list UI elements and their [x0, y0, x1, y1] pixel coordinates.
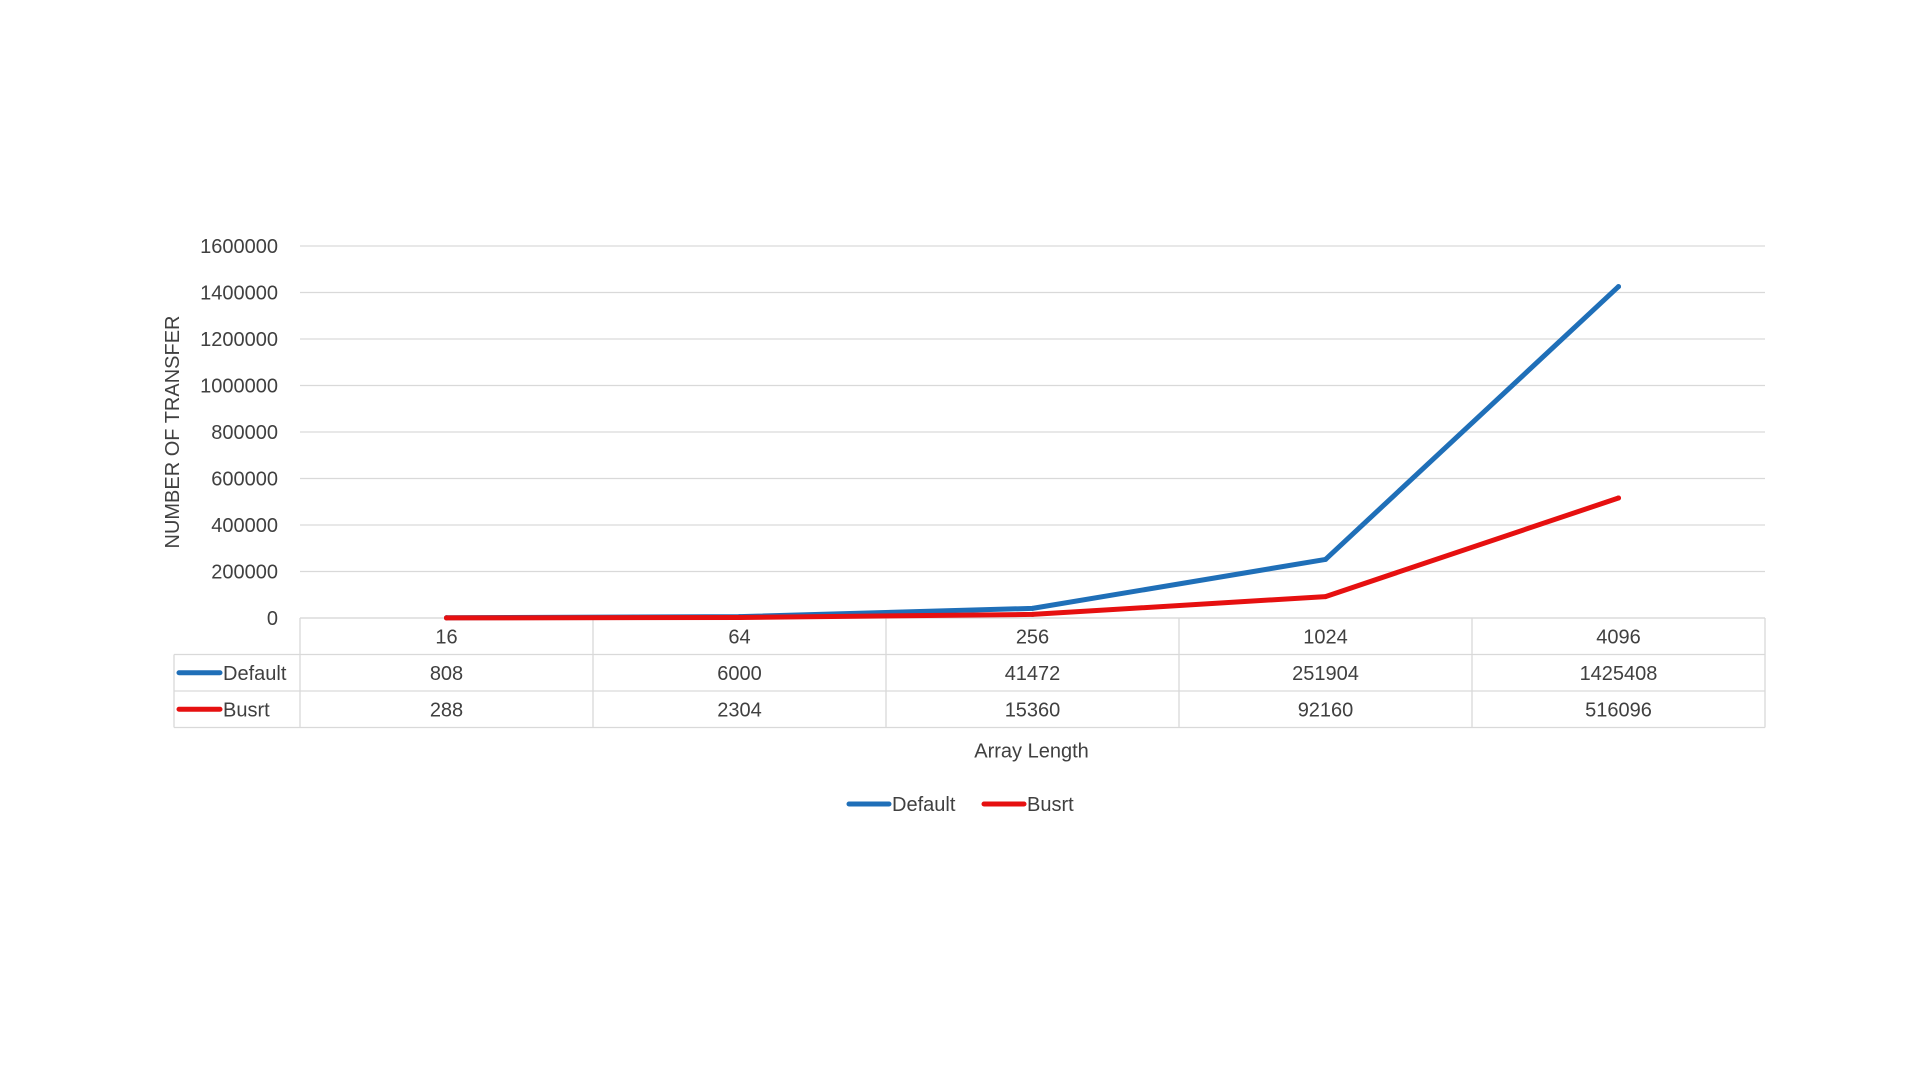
data-point [737, 614, 742, 620]
table-series-name: Default [223, 663, 287, 685]
x-tick-label: 64 [728, 626, 750, 648]
y-tick-label: 1400000 [200, 283, 278, 305]
legend-label: Busrt [1027, 794, 1074, 816]
x-tick-label: 256 [1016, 626, 1049, 648]
gridlines [300, 245, 1765, 619]
x-tick-label: 4096 [1596, 626, 1641, 648]
y-tick-label: 600000 [211, 469, 278, 491]
y-tick-label: 1600000 [200, 236, 278, 258]
data-point [444, 615, 449, 621]
table-cell-value: 251904 [1292, 663, 1359, 685]
y-axis: 0 200000 400000 600000 800000 1000000 1200000 1… [200, 236, 278, 630]
y-tick-label: 200000 [211, 562, 278, 584]
y-axis-title: NUMBER OF TRANSFER [162, 316, 184, 549]
y-tick-label: 1000000 [200, 376, 278, 398]
data-point [1323, 556, 1328, 562]
data-point [1323, 594, 1328, 600]
table-cell-value: 41472 [1005, 663, 1061, 685]
y-tick-label: 0 [267, 608, 278, 630]
data-point [1616, 284, 1621, 290]
table-cell-value: 1425408 [1580, 663, 1658, 685]
legend: Default Busrt [846, 794, 1074, 816]
x-tick-label: 1024 [1303, 626, 1348, 648]
legend-label: Default [892, 794, 956, 816]
data-point [1616, 495, 1621, 501]
table-cell-value: 92160 [1298, 699, 1354, 721]
table-cell-value: 6000 [717, 663, 762, 685]
table-cell-value: 516096 [1585, 699, 1652, 721]
x-tick-label: 16 [435, 626, 457, 648]
y-tick-label: 800000 [211, 422, 278, 444]
y-tick-label: 400000 [211, 515, 278, 537]
series-lines [444, 284, 1621, 621]
data-point [1030, 611, 1035, 617]
table-cell-value: 288 [430, 699, 463, 721]
table-cell-value: 808 [430, 663, 463, 685]
data-table: 16 64 256 1024 4096 Default 808 6000 41472 251904… [173, 617, 1766, 729]
x-axis-title: Array Length [974, 741, 1089, 763]
data-point [1030, 605, 1035, 611]
table-cell-value: 2304 [717, 699, 762, 721]
series-line [444, 284, 1621, 621]
series-line [444, 495, 1621, 621]
table-series-name: Busrt [223, 699, 270, 721]
table-cell-value: 15360 [1005, 699, 1061, 721]
y-tick-label: 1200000 [200, 329, 278, 351]
